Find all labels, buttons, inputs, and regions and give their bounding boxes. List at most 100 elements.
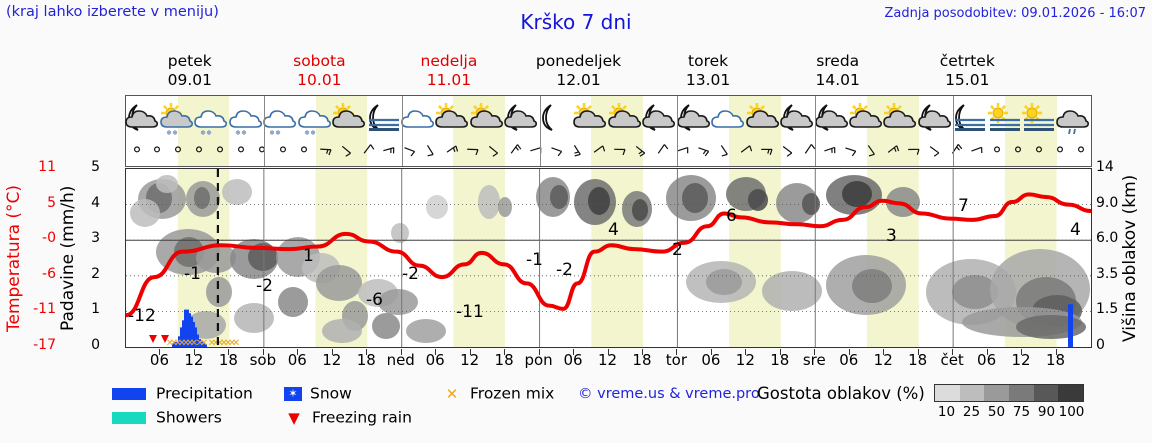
- legend-freezing-rain: ▼ Freezing rain: [284, 408, 412, 427]
- wind-barb-icon: [620, 141, 660, 165]
- day-name: sobota: [293, 52, 346, 70]
- page-title: Krško 7 dni: [520, 10, 632, 34]
- day-date: 15.01: [945, 71, 990, 89]
- time-tick: [262, 349, 264, 355]
- svg-text:✕: ✕: [228, 338, 236, 347]
- time-tick-label: 18: [770, 351, 790, 369]
- time-tick-label: 18: [494, 351, 514, 369]
- wind-barb-icon: [117, 141, 157, 165]
- sun-cloud-icon: [433, 98, 473, 140]
- density-scale-label: 50: [987, 404, 1006, 420]
- time-tick: [607, 349, 609, 355]
- wind-barb-icon: [1061, 141, 1101, 165]
- time-tick-label: pon: [524, 351, 553, 369]
- last-updated-label: Zadnja posodobitev: 09.01.2026 - 16:07: [884, 6, 1146, 21]
- svg-text:-6: -6: [366, 290, 383, 310]
- day-name: nedelja: [420, 52, 478, 70]
- svg-text:-1: -1: [526, 250, 543, 270]
- cloud-snow-icon: [192, 98, 232, 140]
- forecast-plot[interactable]: ✕ ✕ ✕ ✕ ✕ ✕ ✕ ✕ ✕ ✕ ✕ ✕ ✕ ✕ ✕ ✕ -12 -1 1 -2 -6 -2 -11 -1 -2 4 2 6 3 7…: [125, 168, 1092, 348]
- weather-icon-panel: [125, 95, 1092, 167]
- wind-barb-icon: [998, 141, 1038, 165]
- svg-text:✕: ✕: [212, 338, 220, 347]
- day-name: petek: [167, 52, 212, 70]
- svg-text:3: 3: [886, 226, 897, 246]
- time-tick-label: 12: [184, 351, 204, 369]
- showers-swatch: [112, 411, 146, 424]
- wind-barb-icon: [641, 141, 681, 165]
- svg-text:-2: -2: [556, 260, 573, 280]
- svg-text:-2: -2: [402, 264, 419, 284]
- day-date: 13.01: [685, 71, 731, 89]
- wind-barb-icon: [368, 141, 408, 165]
- time-tick: [710, 349, 712, 355]
- wind-barb-icon: [347, 141, 387, 165]
- svg-text:✕: ✕: [174, 338, 182, 347]
- wind-barb-icon: [200, 141, 240, 165]
- daylight-band: [315, 96, 368, 166]
- svg-text:-1: -1: [184, 264, 201, 284]
- time-tick-label: 06: [977, 351, 997, 369]
- time-tick-label: 12: [735, 351, 755, 369]
- day-separator: [677, 96, 679, 166]
- legend-label: Showers: [156, 408, 222, 427]
- day-name: četrtek: [939, 52, 995, 70]
- wind-barb-icon: [1019, 141, 1059, 165]
- legend-precipitation: Precipitation: [112, 384, 253, 403]
- day-header-nedelja: nedelja 11.01: [384, 52, 514, 94]
- wind-barb-icon: [326, 141, 366, 165]
- wind-barb-icon: [830, 141, 870, 165]
- axis-tick-label: 2: [91, 265, 100, 282]
- svg-text:✕: ✕: [178, 338, 186, 347]
- day-date: 12.01: [556, 71, 601, 89]
- day-name: sreda: [816, 52, 860, 70]
- moon-icon: [537, 98, 577, 140]
- day-date: 11.01: [426, 71, 472, 89]
- time-tick: [641, 349, 643, 355]
- daylight-band: [591, 96, 643, 166]
- wind-barb-icon: [977, 141, 1017, 165]
- svg-text:✕: ✕: [170, 338, 178, 347]
- time-tick-label: 12: [597, 351, 618, 369]
- time-tick: [676, 349, 678, 355]
- svg-text:✕: ✕: [186, 338, 194, 347]
- time-tick: [504, 349, 506, 355]
- axis-tick-label: -0: [42, 230, 56, 247]
- day-date: 09.01: [167, 71, 212, 89]
- daylight-band: [866, 96, 919, 166]
- wind-barb-icon: [263, 141, 303, 165]
- day-header-torek: torek 13.01: [643, 52, 773, 94]
- svg-text:✕: ✕: [216, 338, 224, 347]
- day-separator: [539, 96, 541, 166]
- axis-tick-label: 1: [91, 301, 100, 318]
- legend-snow: ✶ Snow: [284, 384, 352, 403]
- axis-tick-label: 14: [1096, 159, 1114, 175]
- weather-icon-band: [125, 96, 1091, 142]
- sun-cloud-icon: [571, 98, 611, 140]
- density-scale-label: 10: [937, 404, 956, 420]
- moon-cloud-icon: [778, 98, 818, 140]
- copyright-link[interactable]: © vreme.us & vreme.pro: [578, 386, 760, 402]
- svg-text:✕: ✕: [224, 338, 232, 347]
- axis-tick-label: 3.5: [1096, 265, 1119, 282]
- time-tick-label: 12: [322, 351, 342, 369]
- wind-barb-band: [126, 141, 1091, 166]
- time-tick: [779, 349, 781, 355]
- wind-barb-icon: [473, 141, 513, 165]
- day-date: 14.01: [815, 71, 860, 89]
- density-scale-label: 25: [962, 404, 981, 420]
- density-color-cell: [1009, 385, 1034, 401]
- day-header-sobota: sobota 10.01: [255, 52, 385, 94]
- wind-barb-icon: [515, 141, 555, 165]
- wind-barb-icon: [557, 141, 597, 165]
- time-tick-label: sob: [249, 351, 277, 369]
- location-menu-note[interactable]: (kraj lahko izberete v meniju): [6, 4, 219, 20]
- wind-barb-icon: [893, 141, 933, 165]
- time-tick: [848, 349, 850, 355]
- time-tick: [435, 349, 437, 355]
- time-tick-label: 06: [563, 351, 583, 369]
- svg-text:6: 6: [726, 206, 737, 226]
- axis-tick-label: 9.0: [1096, 194, 1119, 211]
- time-tick-label: 18: [218, 351, 238, 369]
- wind-barb-icon: [410, 141, 450, 165]
